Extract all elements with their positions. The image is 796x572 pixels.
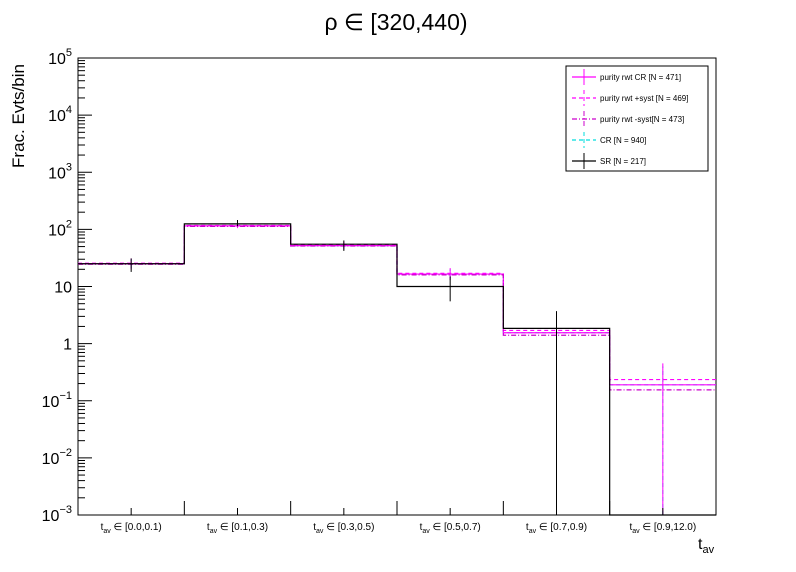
legend-label: purity rwt CR [N = 471] xyxy=(600,73,681,82)
legend: purity rwt CR [N = 471] purity rwt +syst … xyxy=(565,65,709,172)
bin-mark-1-5 xyxy=(612,378,714,381)
x-tick-label-5: tav ∈ [0.9,12.0) xyxy=(629,522,696,535)
legend-label: CR [N = 940] xyxy=(600,136,646,145)
y-tick-label-3: 1 xyxy=(63,337,72,354)
legend-entry-0: purity rwt CR [N = 471] xyxy=(572,69,681,85)
x-tick-label-sub: av xyxy=(103,528,111,535)
x-tick-label-2: tav ∈ [0.3,0.5) xyxy=(313,522,374,535)
chart-title: ρ ∈ [320,440) xyxy=(324,9,467,35)
legend-entry-3: CR [N = 940] xyxy=(572,132,646,148)
y-tick-label-6: 103 xyxy=(48,161,72,182)
y-tick-label-5: 102 xyxy=(48,218,72,239)
y-tick-label-exp: −3 xyxy=(59,504,72,516)
x-tick-label-1: tav ∈ [0.1,0.3) xyxy=(207,522,268,535)
x-axis-label: tav xyxy=(698,536,715,556)
legend-label: SR [N = 217] xyxy=(600,157,646,166)
series-step-line-4 xyxy=(78,223,716,516)
x-tick-label-main: t xyxy=(526,522,529,533)
legend-entries: purity rwt CR [N = 471] purity rwt +syst … xyxy=(572,69,688,169)
y-tick-label-base: 10 xyxy=(48,222,66,239)
x-tick-label-0: tav ∈ [0.0,0.1) xyxy=(101,522,162,535)
y-tick-label-8: 105 xyxy=(48,47,72,68)
y-tick-label-base: 10 xyxy=(42,451,60,468)
y-tick-label-1: 10−2 xyxy=(42,447,72,468)
x-tick-label-range: ∈ [0.7,0.9) xyxy=(536,522,587,533)
x-axis-label-sub: av xyxy=(702,544,714,556)
x-tick-label-sub: av xyxy=(529,528,537,535)
x-tick-label-main: t xyxy=(420,522,423,533)
y-tick-label-base: 1 xyxy=(63,337,72,354)
x-tick-label-sub: av xyxy=(422,528,430,535)
y-tick-label-exp: −1 xyxy=(59,390,72,402)
x-tick-label-range: ∈ [0.0,0.1) xyxy=(111,522,162,533)
y-axis-label: Frac. Evts/bin xyxy=(9,64,28,168)
y-tick-label-base: 10 xyxy=(42,508,60,525)
x-axis-label-main: t xyxy=(698,536,703,553)
x-tick-label-4: tav ∈ [0.7,0.9) xyxy=(526,522,587,535)
bin-mark-2-3 xyxy=(399,273,501,276)
x-tick-label-sub: av xyxy=(632,528,640,535)
x-tick-label-main: t xyxy=(207,522,210,533)
x-tick-label-range: ∈ [0.3,0.5) xyxy=(323,522,374,533)
y-tick-label-base: 10 xyxy=(48,51,66,68)
series-layer xyxy=(78,219,716,516)
legend-entry-1: purity rwt +syst [N = 469] xyxy=(572,90,688,106)
x-tick-label-sub: av xyxy=(210,528,218,535)
y-tick-label-7: 104 xyxy=(48,104,72,125)
y-tick-label-exp: 4 xyxy=(66,104,72,116)
y-tick-label-0: 10−3 xyxy=(42,504,72,525)
y-tick-label-base: 10 xyxy=(42,394,60,411)
series-4 xyxy=(78,219,716,516)
y-tick-label-exp: 3 xyxy=(66,161,72,173)
legend-label: purity rwt -syst[N = 473] xyxy=(600,115,684,124)
x-tick-label-main: t xyxy=(629,522,632,533)
y-tick-label-4: 10 xyxy=(54,280,72,297)
x-tick-label-sub: av xyxy=(316,528,324,535)
x-tick-label-3: tav ∈ [0.5,0.7) xyxy=(420,522,481,535)
x-axis: tav ∈ [0.0,0.1) tav ∈ [0.1,0.3) tav ∈ [0.3… xyxy=(77,501,717,535)
y-tick-label-base: 10 xyxy=(48,108,66,125)
y-tick-label-base: 10 xyxy=(54,280,72,297)
x-tick-label-range: ∈ [0.1,0.3) xyxy=(217,522,268,533)
x-tick-label-main: t xyxy=(313,522,316,533)
y-tick-label-exp: 5 xyxy=(66,47,72,59)
x-tick-label-range: ∈ [0.5,0.7) xyxy=(430,522,481,533)
x-tick-label-range: ∈ [0.9,12.0) xyxy=(640,522,697,533)
x-tick-label-main: t xyxy=(101,522,104,533)
legend-entry-4: SR [N = 217] xyxy=(572,153,646,169)
y-tick-label-base: 10 xyxy=(48,165,66,182)
legend-label: purity rwt +syst [N = 469] xyxy=(600,94,688,103)
bin-mark-2-5 xyxy=(612,388,714,391)
y-tick-label-exp: −2 xyxy=(59,447,72,459)
y-tick-label-2: 10−1 xyxy=(42,390,72,411)
legend-entry-2: purity rwt -syst[N = 473] xyxy=(572,111,684,127)
y-tick-label-exp: 2 xyxy=(66,218,72,230)
